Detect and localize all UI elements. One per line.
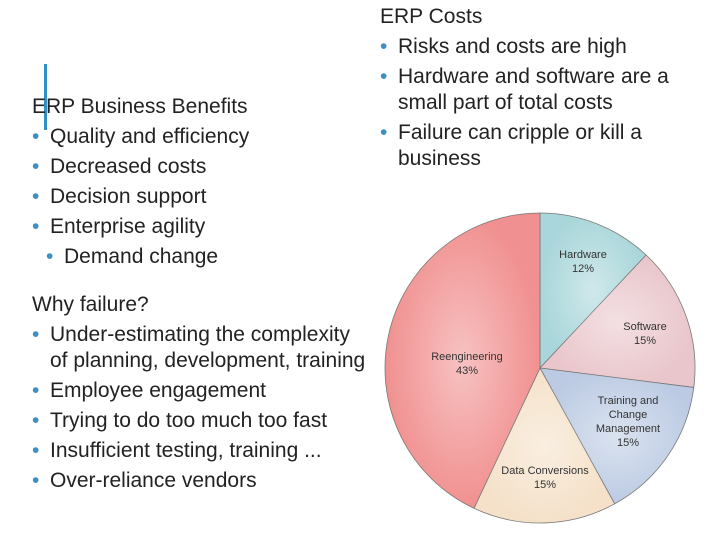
pie-label-name: Data Conversions [501,465,589,477]
pie-label: Hardware 12% [528,248,638,276]
bullet-item: Hardware and software are a small part o… [380,64,715,116]
bullet-item: Decision support [32,184,332,210]
pie-label-name: Training and Change Management [595,395,661,435]
bullet-item: Trying to do too much too fast [32,408,372,434]
pie-label-value: 43% [455,365,479,377]
pie-label: Training and Change Management 15% [588,394,668,450]
costs-block: ERP Costs Risks and costs are high Hardwar… [380,4,715,176]
bullet-item: Over-reliance vendors [32,468,372,494]
heading: Why failure? [32,293,149,316]
failure-block: Why failure? Under-estimating the complex… [32,292,372,498]
bullet-item: Employee engagement [32,378,372,404]
wedge-shade [384,213,540,509]
accent-line [44,64,47,130]
wedge-shade [540,368,694,504]
pie-label-name: Hardware [559,249,607,261]
pie-label-name: Software [623,321,667,333]
pie-label: Data Conversions 15% [490,464,600,492]
wedge-shade [474,368,615,523]
benefits-block: ERP Business Benefits Quality and efficie… [32,94,332,274]
bullet-item: Under-estimating the complexity of plann… [32,322,372,374]
bullet-item: Enterprise agility [32,214,332,240]
pie-label-value: 15% [633,335,657,347]
pie-label-value: 12% [571,263,595,275]
bullet-item: Quality and efficiency [32,124,332,150]
heading: ERP Costs [380,5,483,28]
heading: ERP Business Benefits [32,95,248,118]
pie-label-value: 15% [616,437,640,449]
pie-label: Reengineering 43% [412,350,522,378]
pie-label-name: Reengineering [431,351,503,363]
pie-label-value: 15% [533,479,557,491]
bullet-item: Risks and costs are high [380,34,715,60]
bullet-item: Insufficient testing, training ... [32,438,372,464]
bullet-item: Failure can cripple or kill a business [380,120,715,172]
wedge-shade [540,255,695,388]
wedge-shade [540,213,647,368]
sub-bullet-item: Demand change [46,244,332,270]
pie-label: Software 15% [590,320,700,348]
bullet-item: Decreased costs [32,154,332,180]
